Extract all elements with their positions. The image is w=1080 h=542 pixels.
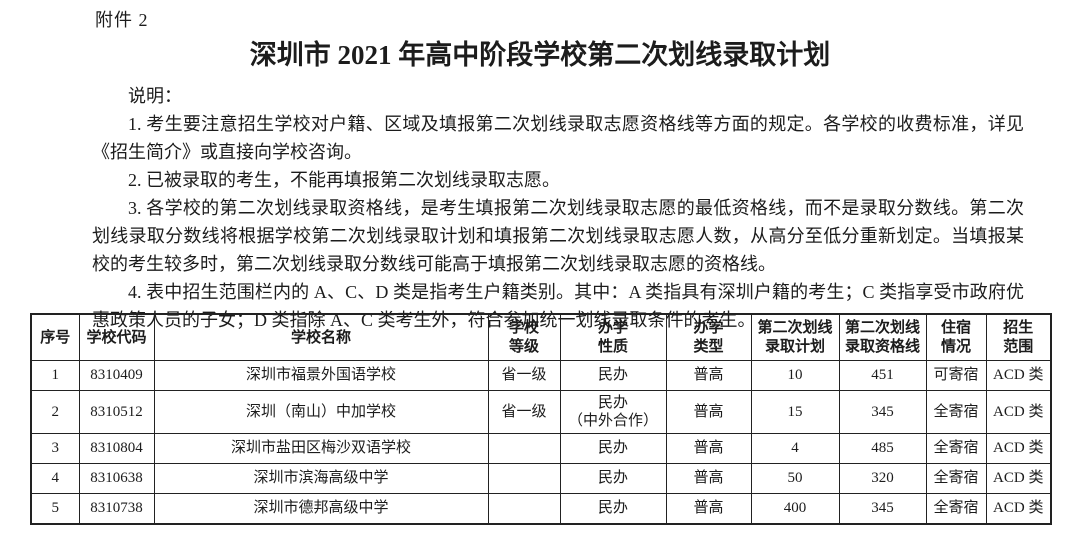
table-cell: ACD 类 <box>985 389 1052 434</box>
table-cell: 民办 <box>559 492 667 525</box>
table-cell: 8310409 <box>78 359 155 391</box>
table-cell: ACD 类 <box>985 359 1052 391</box>
table-cell: 省一级 <box>487 389 561 434</box>
table-cell: 深圳市福景外国语学校 <box>153 359 489 391</box>
note-item-1: 1. 考生要注意招生学校对户籍、区域及填报第二次划线录取志愿资格线等方面的规定。… <box>92 114 1024 162</box>
table-cell: 320 <box>838 462 927 494</box>
table-cell: ACD 类 <box>985 462 1052 494</box>
page-title: 深圳市 2021 年高中阶段学校第二次划线录取计划 <box>249 40 831 70</box>
table-cell: 全寄宿 <box>925 432 987 464</box>
column-header-boarding: 住宿 情况 <box>925 313 987 361</box>
note-item-3: 3. 各学校的第二次划线录取资格线，是考生填报第二次划线录取志愿的最低资格线，而… <box>92 198 1024 274</box>
table-cell: ACD 类 <box>985 432 1052 464</box>
table-cell: 10 <box>750 359 840 391</box>
table-cell: 民办 （中外合作） <box>559 389 667 434</box>
table-cell: 全寄宿 <box>925 462 987 494</box>
table-row: 2 8310512 深圳（南山）中加学校 省一级 民办 （中外合作） 普高 15… <box>30 389 1052 434</box>
column-header-qualify-line: 第二次划线 录取资格线 <box>838 313 927 361</box>
table-cell: 普高 <box>665 432 752 464</box>
table-cell: 3 <box>30 432 80 464</box>
table-cell: 4 <box>30 462 80 494</box>
table-cell: 省一级 <box>487 359 561 391</box>
table-cell: 485 <box>838 432 927 464</box>
table-cell: 深圳市德邦高级中学 <box>153 492 489 525</box>
table-cell: 400 <box>750 492 840 525</box>
table-cell: 民办 <box>559 432 667 464</box>
column-header-school-code: 学校代码 <box>78 313 155 361</box>
table-cell: 普高 <box>665 462 752 494</box>
table-cell: 1 <box>30 359 80 391</box>
table-row: 1 8310409 深圳市福景外国语学校 省一级 民办 普高 10 451 可寄… <box>30 359 1052 391</box>
table-cell: 深圳（南山）中加学校 <box>153 389 489 434</box>
table-cell: 2 <box>30 389 80 434</box>
table-cell: 民办 <box>559 462 667 494</box>
column-header-index: 序号 <box>30 313 80 361</box>
table-row: 4 8310638 深圳市滨海高级中学 民办 普高 50 320 全寄宿 ACD… <box>30 462 1052 494</box>
table-cell: 全寄宿 <box>925 492 987 525</box>
table-cell: 普高 <box>665 389 752 434</box>
table-cell: 15 <box>750 389 840 434</box>
table-row: 5 8310738 深圳市德邦高级中学 民办 普高 400 345 全寄宿 AC… <box>30 492 1052 525</box>
table-cell: 8310738 <box>78 492 155 525</box>
table-cell: 451 <box>838 359 927 391</box>
column-header-plan-count: 第二次划线 录取计划 <box>750 313 840 361</box>
attachment-label: 附件 2 <box>95 10 149 30</box>
table-cell: 可寄宿 <box>925 359 987 391</box>
table-cell: 8310512 <box>78 389 155 434</box>
notes-heading: 说明： <box>128 86 182 106</box>
table-cell: 345 <box>838 389 927 434</box>
table-cell: 民办 <box>559 359 667 391</box>
table-cell: 普高 <box>665 492 752 525</box>
note-item-2: 2. 已被录取的考生，不能再填报第二次划线录取志愿。 <box>128 170 560 190</box>
table-cell: 8310638 <box>78 462 155 494</box>
table-header-row: 序号 学校代码 学校名称 学校 等级 办学 性质 办学 类型 第二次划线 录取计… <box>30 313 1052 361</box>
column-header-school-grade: 学校 等级 <box>487 313 561 361</box>
table-cell: 8310804 <box>78 432 155 464</box>
table-cell: 普高 <box>665 359 752 391</box>
notes-section: 说明： 1. 考生要注意招生学校对户籍、区域及填报第二次划线录取志愿资格线等方面… <box>92 82 1024 334</box>
table-cell: 深圳市盐田区梅沙双语学校 <box>153 432 489 464</box>
table-cell: 深圳市滨海高级中学 <box>153 462 489 494</box>
table-cell <box>487 492 561 525</box>
table-cell <box>487 462 561 494</box>
table-cell: 50 <box>750 462 840 494</box>
table-cell: 5 <box>30 492 80 525</box>
admission-plan-table: 序号 学校代码 学校名称 学校 等级 办学 性质 办学 类型 第二次划线 录取计… <box>30 313 1052 525</box>
table-cell: 4 <box>750 432 840 464</box>
column-header-school-type: 办学 类型 <box>665 313 752 361</box>
table-cell: 全寄宿 <box>925 389 987 434</box>
column-header-school-nature: 办学 性质 <box>559 313 667 361</box>
table-cell <box>487 432 561 464</box>
table-cell: 345 <box>838 492 927 525</box>
table-row: 3 8310804 深圳市盐田区梅沙双语学校 民办 普高 4 485 全寄宿 A… <box>30 432 1052 464</box>
column-header-enroll-scope: 招生 范围 <box>985 313 1052 361</box>
table-cell: ACD 类 <box>985 492 1052 525</box>
column-header-school-name: 学校名称 <box>153 313 489 361</box>
